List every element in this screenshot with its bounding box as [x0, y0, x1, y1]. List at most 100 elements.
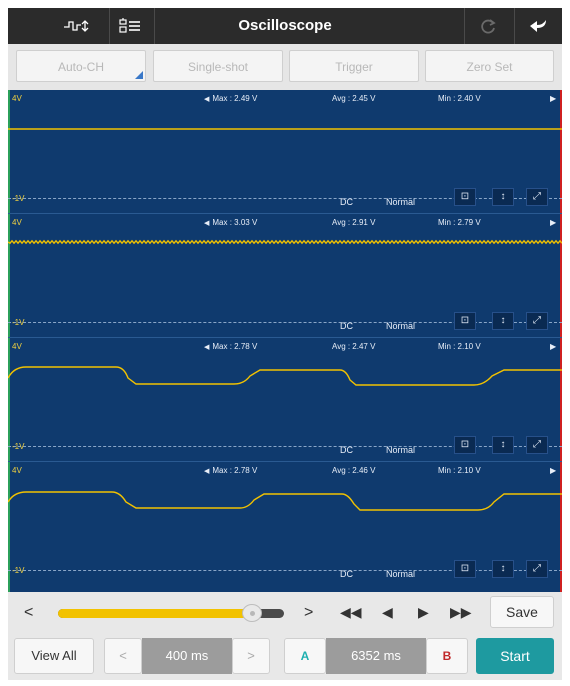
- left-arrow-icon: ◀: [204, 96, 210, 103]
- channel-1-trace: [8, 128, 562, 130]
- slider-knob[interactable]: [242, 604, 263, 622]
- min-readout: Min : 2.40 V: [438, 94, 481, 103]
- next-button[interactable]: >: [304, 604, 314, 621]
- coupling-label: DC: [340, 321, 353, 331]
- back-icon[interactable]: [522, 14, 556, 38]
- left-arrow-icon: ◀: [204, 220, 210, 227]
- mode-label: Normal: [386, 569, 416, 579]
- divider: [109, 8, 110, 44]
- step-back-icon[interactable]: ◀: [382, 604, 393, 620]
- fullscreen-icon[interactable]: ⤢: [526, 188, 548, 206]
- baseline-dashed: [8, 446, 562, 447]
- divider: [514, 8, 515, 44]
- right-cursor-line: [560, 90, 562, 592]
- channel-top-scale: 4V: [12, 466, 22, 475]
- max-readout: ◀ Max : 2.78 V: [204, 342, 257, 351]
- channel-bottom-scale: -1V: [12, 318, 25, 327]
- mode-label: Normal: [386, 197, 416, 207]
- channel-1-panel[interactable]: 4V ◀ Max : 2.49 V Avg : 2.45 V Min : 2.40…: [8, 90, 562, 214]
- right-arrow-icon[interactable]: ▶: [550, 94, 557, 103]
- dropdown-corner-icon: [135, 71, 143, 79]
- channel-top-scale: 4V: [12, 218, 22, 227]
- function-button-row: Auto-CH Single-shot Trigger Zero Set: [8, 44, 562, 90]
- avg-readout: Avg : 2.47 V: [332, 342, 376, 351]
- channel-4-trace: [8, 491, 562, 511]
- coupling-label: DC: [340, 569, 353, 579]
- position-slider[interactable]: [58, 609, 284, 618]
- vertical-move-icon[interactable]: ↕: [492, 436, 514, 454]
- channel-bottom-scale: -1V: [12, 194, 25, 203]
- lock-icon[interactable]: ⊡: [454, 436, 476, 454]
- left-cursor-line: [8, 90, 10, 592]
- max-text: Max : 3.03 V: [212, 218, 258, 227]
- baseline-dashed: [8, 322, 562, 323]
- prev-button[interactable]: <: [24, 604, 34, 621]
- max-text: Max : 2.78 V: [212, 466, 258, 475]
- left-arrow-icon: ◀: [204, 344, 210, 351]
- fast-forward-icon[interactable]: ▶▶: [450, 604, 472, 620]
- rewind-icon[interactable]: ◀◀: [340, 604, 362, 620]
- right-arrow-icon[interactable]: ▶: [550, 466, 557, 475]
- divider: [464, 8, 465, 44]
- refresh-icon[interactable]: [474, 14, 502, 38]
- save-button[interactable]: Save: [490, 596, 554, 628]
- channel-2-panel[interactable]: 4V ◀ Max : 3.03 V Avg : 2.91 V Min : 2.79…: [8, 214, 562, 338]
- left-arrow-icon: ◀: [204, 468, 210, 475]
- zero-set-button[interactable]: Zero Set: [425, 50, 554, 82]
- view-all-button[interactable]: View All: [14, 638, 94, 674]
- vertical-move-icon[interactable]: ↕: [492, 188, 514, 206]
- timebase-increase-button[interactable]: >: [232, 638, 270, 674]
- max-readout: ◀ Max : 2.49 V: [204, 94, 257, 103]
- timebase-value: 400 ms: [142, 638, 232, 674]
- title-bar: Oscilloscope: [8, 8, 562, 44]
- min-readout: Min : 2.10 V: [438, 466, 481, 475]
- avg-readout: Avg : 2.45 V: [332, 94, 376, 103]
- channel-top-scale: 4V: [12, 342, 22, 351]
- right-arrow-icon[interactable]: ▶: [550, 218, 557, 227]
- channel-config-icon[interactable]: [118, 14, 142, 38]
- cursor-time-value: 6352 ms: [326, 638, 426, 674]
- baseline-dashed: [8, 198, 562, 199]
- max-text: Max : 2.49 V: [212, 94, 258, 103]
- channel-3-panel[interactable]: 4V ◀ Max : 2.78 V Avg : 2.47 V Min : 2.10…: [8, 338, 562, 462]
- playback-controls: < > ◀◀ ◀ ▶ ▶▶ Save: [8, 592, 562, 634]
- channel-bottom-scale: -1V: [12, 442, 25, 451]
- coupling-label: DC: [340, 197, 353, 207]
- min-readout: Min : 2.79 V: [438, 218, 481, 227]
- bottom-controls: View All < 400 ms > A 6352 ms B Start: [8, 634, 562, 680]
- lock-icon[interactable]: ⊡: [454, 312, 476, 330]
- divider: [154, 8, 155, 44]
- coupling-label: DC: [340, 445, 353, 455]
- trigger-button[interactable]: Trigger: [289, 50, 419, 82]
- fullscreen-icon[interactable]: ⤢: [526, 560, 548, 578]
- channel-4-panel[interactable]: 4V ◀ Max : 2.78 V Avg : 2.46 V Min : 2.10…: [8, 462, 562, 586]
- lock-icon[interactable]: ⊡: [454, 560, 476, 578]
- slider-fill: [58, 609, 253, 618]
- channel-2-trace: [8, 239, 562, 245]
- play-icon[interactable]: ▶: [418, 604, 429, 620]
- right-arrow-icon[interactable]: ▶: [550, 342, 557, 351]
- max-text: Max : 2.78 V: [212, 342, 258, 351]
- single-shot-button[interactable]: Single-shot: [153, 50, 283, 82]
- cursor-a-button[interactable]: A: [284, 638, 326, 674]
- auto-ch-button[interactable]: Auto-CH: [16, 50, 146, 82]
- fullscreen-icon[interactable]: ⤢: [526, 436, 548, 454]
- channel-top-scale: 4V: [12, 94, 22, 103]
- lock-icon[interactable]: ⊡: [454, 188, 476, 206]
- fullscreen-icon[interactable]: ⤢: [526, 312, 548, 330]
- cursor-b-button[interactable]: B: [426, 638, 468, 674]
- scope-screen[interactable]: 4V ◀ Max : 2.49 V Avg : 2.45 V Min : 2.40…: [8, 90, 562, 592]
- start-button[interactable]: Start: [476, 638, 554, 674]
- oscilloscope-app: Oscilloscope Auto-CH Single-shot Trigger…: [8, 8, 562, 680]
- vertical-move-icon[interactable]: ↕: [492, 312, 514, 330]
- max-readout: ◀ Max : 3.03 V: [204, 218, 257, 227]
- vertical-move-icon[interactable]: ↕: [492, 560, 514, 578]
- timebase-decrease-button[interactable]: <: [104, 638, 142, 674]
- auto-ch-label: Auto-CH: [57, 60, 104, 74]
- avg-readout: Avg : 2.91 V: [332, 218, 376, 227]
- page-title: Oscilloscope: [238, 17, 332, 34]
- max-readout: ◀ Max : 2.78 V: [204, 466, 257, 475]
- min-readout: Min : 2.10 V: [438, 342, 481, 351]
- waveform-settings-icon[interactable]: [62, 14, 96, 38]
- channel-bottom-scale: -1V: [12, 566, 25, 575]
